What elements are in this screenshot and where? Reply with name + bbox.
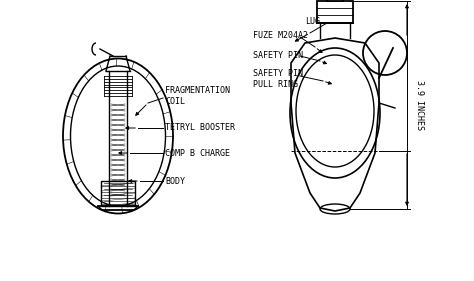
Bar xyxy=(317,1,353,23)
Bar xyxy=(327,0,343,1)
Text: SAFETY PIN: SAFETY PIN xyxy=(253,51,303,60)
Text: 3.9 INCHES: 3.9 INCHES xyxy=(415,80,424,130)
Text: COMP B CHARGE: COMP B CHARGE xyxy=(165,148,230,157)
Text: BODY: BODY xyxy=(165,176,185,185)
Text: TETRYL BOOSTER: TETRYL BOOSTER xyxy=(165,124,235,133)
Text: SAFETY PIN
PULL RING: SAFETY PIN PULL RING xyxy=(253,69,303,89)
Bar xyxy=(101,181,135,206)
Text: FUZE M204A2: FUZE M204A2 xyxy=(253,31,308,40)
Text: LUG: LUG xyxy=(305,17,320,26)
Text: FRAGMENTATION
COIL: FRAGMENTATION COIL xyxy=(165,86,230,106)
